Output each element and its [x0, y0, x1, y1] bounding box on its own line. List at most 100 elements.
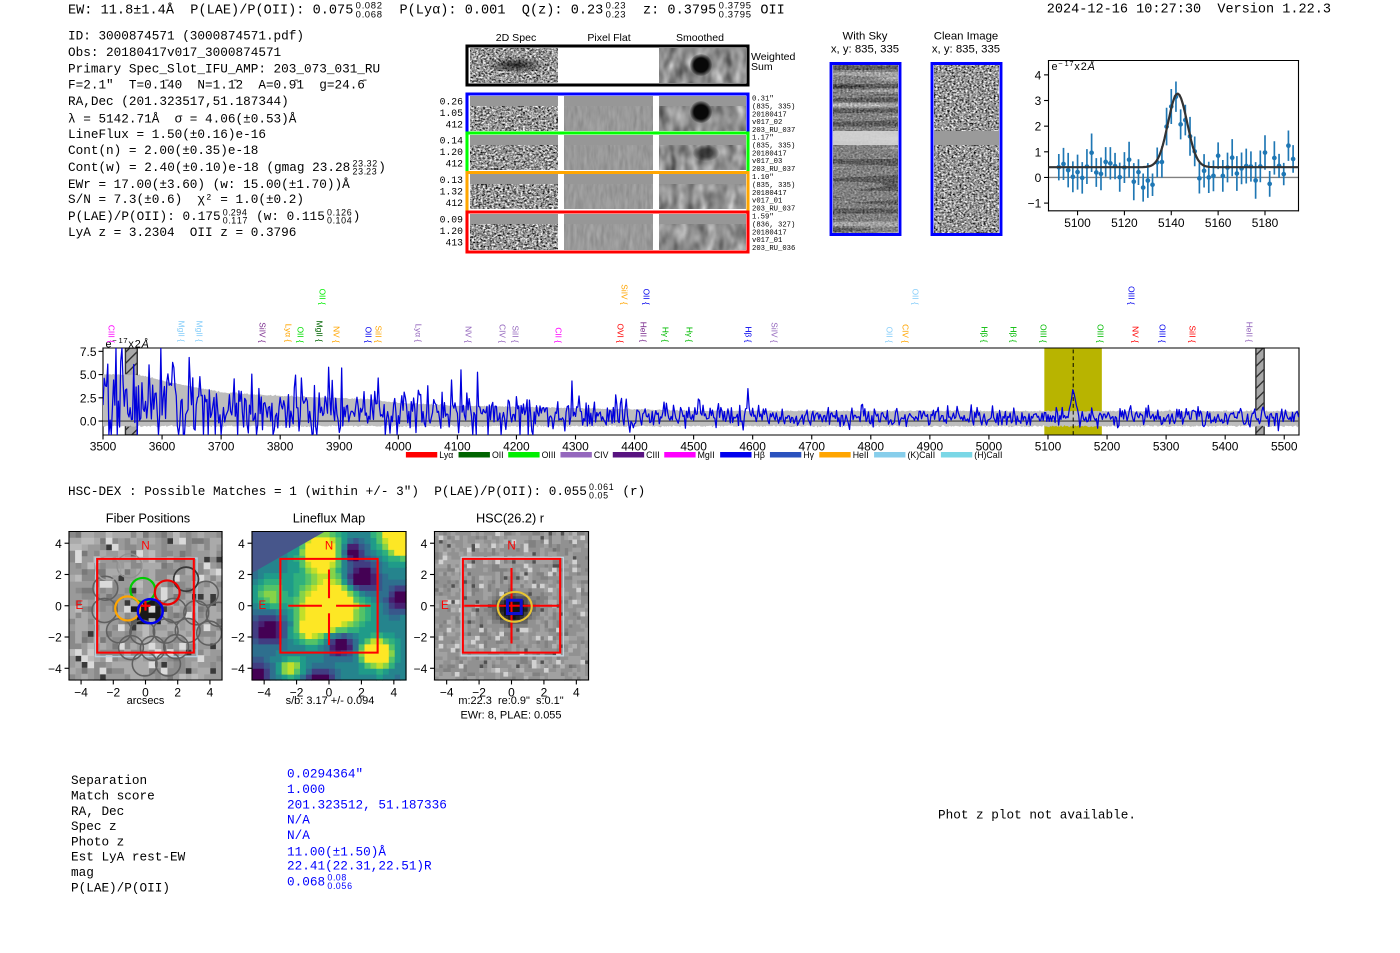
svg-text:5100: 5100	[1035, 440, 1062, 454]
svg-text:1.20: 1.20	[440, 226, 463, 237]
svg-text:P(LAE)/P(OII): P(LAE)/P(OII)	[71, 880, 170, 895]
svg-text:Est LyA rest-EW: Est LyA rest-EW	[71, 850, 186, 865]
svg-text:x, y: 835, 335: x, y: 835, 335	[932, 44, 1000, 56]
svg-text:5000: 5000	[976, 440, 1003, 454]
svg-text:NV {: NV {	[464, 326, 474, 343]
svg-text:P ( L A E: P ( L A E ) / P ( O I I ) : 0 . 1 7 5 ( …	[68, 195, 397, 228]
svg-text:1.05: 1.05	[440, 108, 463, 119]
svg-text:−4: −4	[74, 685, 88, 699]
svg-text:MgII: MgII	[698, 450, 715, 460]
svg-text:0: 0	[326, 685, 333, 699]
svg-text:OII {: OII {	[296, 327, 306, 343]
svg-text:e x 2 − 1: e x 2 − 1 7 Å	[106, 323, 180, 353]
svg-text:CII {: CII {	[554, 327, 564, 343]
svg-text:203_RU_037: 203_RU_037	[752, 205, 795, 213]
svg-text:EWr = 17.00(±3.60) (w: 15.00(±: EWr = 17.00(±3.60) (w: 15.00(±1.70))Å	[68, 177, 350, 192]
svg-text:2024-12-16 10:27:30 Version 1: 2024-12-16 10:27:30 Version 1.22.3	[1047, 2, 1331, 17]
svg-text:E: E	[258, 600, 266, 612]
svg-text:Hγ {: Hγ {	[685, 327, 695, 342]
svg-text:2: 2	[421, 568, 428, 582]
svg-text:LyA z = 3.2304 OII z = 0.3796: LyA z = 3.2304 OII z = 0.3796	[68, 225, 296, 240]
svg-text:SiII {: SiII {	[511, 326, 521, 343]
svg-text:Pixel Flat: Pixel Flat	[587, 32, 630, 44]
svg-text:1.20: 1.20	[440, 147, 463, 158]
svg-text:0: 0	[142, 685, 149, 699]
svg-text:Weighted: Weighted	[751, 51, 796, 63]
svg-text:Smoothed: Smoothed	[676, 32, 724, 44]
svg-text:OVI {: OVI {	[616, 323, 626, 343]
svg-text:Hγ: Hγ	[803, 450, 814, 460]
svg-text:3600: 3600	[149, 440, 176, 454]
svg-text:0: 0	[238, 599, 245, 613]
svg-text:5500: 5500	[1271, 440, 1298, 454]
svg-text:HSC(26.2) r: HSC(26.2) r	[476, 511, 545, 526]
svg-text:4100: 4100	[444, 440, 471, 454]
svg-text:Lyα {: Lyα {	[284, 324, 294, 343]
svg-text:1.59": 1.59"	[752, 214, 774, 222]
svg-text:1.10": 1.10"	[752, 174, 774, 182]
svg-text:5120: 5120	[1111, 216, 1138, 230]
svg-text:NV {: NV {	[1131, 326, 1141, 343]
svg-text:413: 413	[445, 237, 463, 248]
svg-text:4900: 4900	[917, 440, 944, 454]
svg-text:412: 412	[445, 198, 463, 209]
svg-text:−2: −2	[290, 685, 304, 699]
svg-text:s/b: 3.17 +/- 0.094: s/b: 3.17 +/- 0.094	[286, 695, 375, 707]
svg-text:SiIV {: SiIV {	[620, 284, 630, 305]
svg-text:11.00(±1.50)Å: 11.00(±1.50)Å	[287, 844, 386, 859]
svg-text:412: 412	[445, 119, 463, 130]
svg-text:OII {: OII {	[911, 289, 921, 305]
svg-text:203_RU_037: 203_RU_037	[752, 166, 795, 174]
svg-text:Fiber Positions: Fiber Positions	[106, 511, 190, 526]
svg-text:4800: 4800	[858, 440, 885, 454]
svg-text:−1: −1	[1028, 197, 1042, 211]
svg-text:4: 4	[421, 537, 428, 551]
svg-text:−4: −4	[257, 685, 271, 699]
svg-text:E W : 1: E W : 1 1 . 8 ± 1 . 4 Å P ( L A E ) / P …	[68, 0, 822, 22]
svg-text:5140: 5140	[1158, 216, 1185, 230]
svg-text:MgII {: MgII {	[177, 321, 187, 343]
svg-text:203_RU_037: 203_RU_037	[752, 127, 795, 135]
svg-text:0.09: 0.09	[440, 214, 463, 225]
svg-text:HeII {: HeII {	[1245, 322, 1255, 343]
svg-text:(835, 335): (835, 335)	[752, 142, 795, 150]
svg-text:Phot z plot not available.: Phot z plot not available.	[938, 808, 1136, 823]
svg-text:4: 4	[1035, 68, 1042, 82]
svg-text:5300: 5300	[1153, 440, 1180, 454]
svg-text:(K)CaII: (K)CaII	[907, 450, 935, 460]
svg-text:v017_01: v017_01	[752, 237, 782, 245]
svg-text:5100: 5100	[1064, 216, 1091, 230]
svg-text:1.32: 1.32	[440, 186, 463, 197]
svg-text:5180: 5180	[1252, 216, 1279, 230]
svg-text:OII {: OII {	[364, 327, 374, 343]
svg-text:F=2.1" T=0.1̄40 N=1.1̄2 A=0: F=2.1" T=0.1̄40 N=1.1̄2 A=0.9̄1 g=24.6̄	[68, 78, 367, 93]
svg-text:−2: −2	[106, 685, 120, 699]
svg-text:Separation: Separation	[71, 773, 147, 788]
svg-text:C o n t (: C o n t ( w ) = 2 . 4 0 ( ± 0 . 1 0 ) e …	[68, 146, 423, 179]
svg-text:0: 0	[421, 599, 428, 613]
svg-text:2: 2	[238, 568, 245, 582]
svg-text:3700: 3700	[208, 440, 235, 454]
svg-text:−4: −4	[48, 662, 62, 676]
svg-text:N/A: N/A	[287, 813, 310, 828]
svg-text:4500: 4500	[680, 440, 707, 454]
svg-text:Lyα: Lyα	[439, 450, 453, 460]
svg-text:RA,Dec (201.323517,51.187344): RA,Dec (201.323517,51.187344)	[68, 94, 289, 109]
svg-text:Photo z: Photo z	[71, 834, 124, 849]
svg-text:CIII: CIII	[646, 450, 660, 460]
svg-text:(835, 335): (835, 335)	[752, 182, 795, 190]
svg-text:−2: −2	[472, 685, 486, 699]
svg-text:(836, 327): (836, 327)	[752, 221, 795, 229]
svg-text:MgII {: MgII {	[195, 321, 205, 343]
svg-text:Spec z: Spec z	[71, 819, 117, 834]
svg-text:CIII {: CIII {	[107, 325, 117, 343]
svg-text:SiIV {: SiIV {	[258, 322, 268, 343]
svg-text:0.26: 0.26	[440, 96, 463, 107]
svg-text:0: 0	[55, 599, 62, 613]
svg-text:4: 4	[391, 685, 398, 699]
svg-text:SiIV {: SiIV {	[770, 322, 780, 343]
svg-text:E: E	[75, 600, 83, 612]
svg-text:0.14: 0.14	[440, 135, 463, 146]
svg-text:OII: OII	[492, 450, 504, 460]
svg-text:0: 0	[1035, 171, 1042, 185]
